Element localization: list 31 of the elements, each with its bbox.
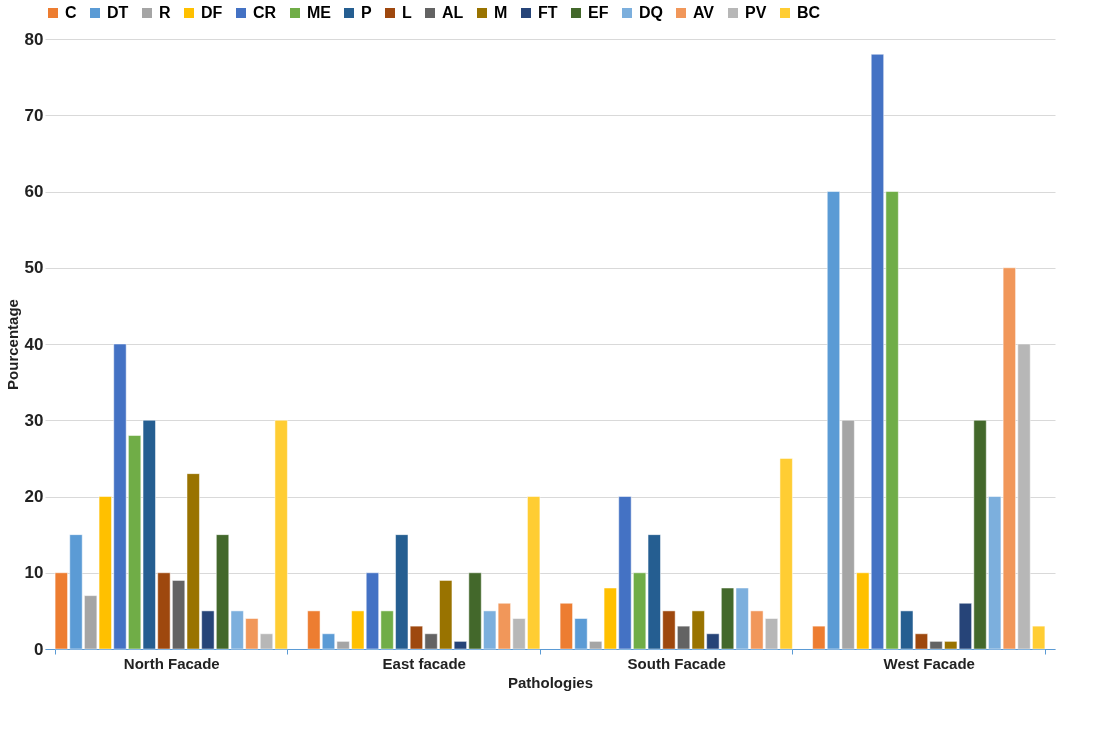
legend-label: P	[361, 4, 372, 21]
x-axis-title: Pathologies	[507, 673, 594, 691]
y-tick-label: 70	[24, 105, 44, 125]
y-tick-label: 30	[24, 410, 44, 430]
legend-label: DF	[201, 4, 223, 21]
x-tick-label: North Facade	[123, 654, 220, 672]
y-axis-title: Pourcentage	[3, 299, 21, 390]
legend-label: R	[159, 4, 171, 21]
legend-label: BC	[797, 4, 821, 21]
legend-label: M	[494, 4, 508, 21]
legend-label: L	[402, 4, 412, 21]
legend-label: DT	[107, 4, 129, 21]
x-tick-label: South Facade	[627, 654, 726, 672]
y-tick-label: 10	[24, 563, 44, 583]
legend-label: PV	[745, 4, 767, 21]
legend-label: CR	[253, 4, 277, 21]
y-tick-label: 80	[24, 29, 44, 49]
legend-label: EF	[588, 4, 609, 21]
legend-label: AL	[442, 4, 464, 21]
x-tick-label: East facade	[382, 654, 466, 672]
y-tick-label: 60	[24, 182, 44, 201]
y-tick-label: 50	[24, 258, 44, 278]
y-tick-label: 20	[24, 487, 44, 506]
legend-label: AV	[693, 4, 715, 21]
x-tick-label: West Facade	[883, 654, 975, 672]
y-tick-label: 40	[24, 334, 44, 354]
legend-label: DQ	[639, 4, 663, 21]
legend-label: ME	[307, 4, 332, 21]
legend-label: FT	[538, 4, 558, 21]
legend-label: C	[65, 4, 77, 21]
y-tick-label: 0	[34, 639, 44, 659]
